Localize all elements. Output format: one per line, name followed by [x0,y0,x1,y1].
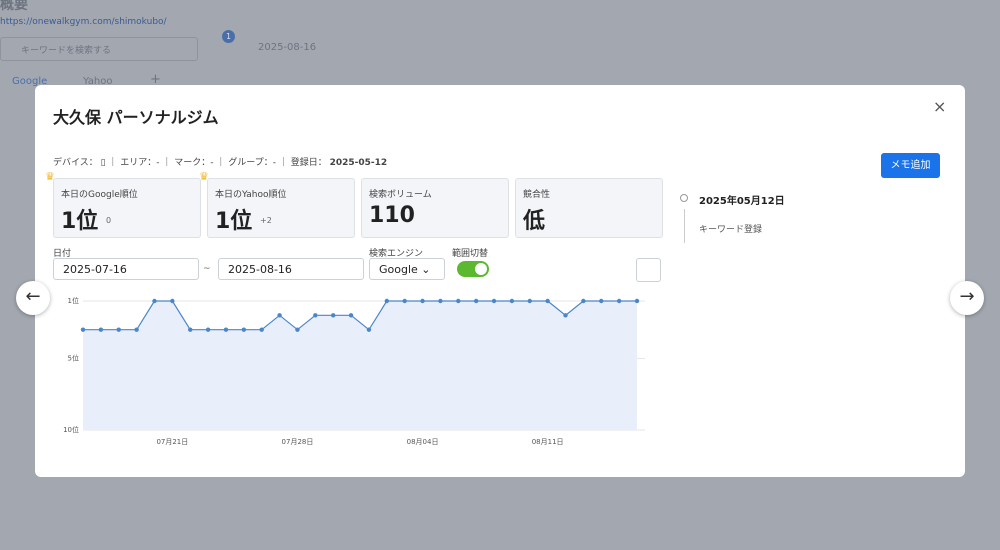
point [473,298,479,304]
point [509,298,515,304]
timeline-date: 2025年05月12日 [699,196,785,207]
point [545,298,550,304]
card-label: 本日のGoogle順位 [61,190,138,200]
point [223,327,229,332]
line [83,300,637,331]
card: 競合性低 [515,178,663,238]
bg-search: キーワードを検索する [0,37,198,61]
point [80,327,86,332]
card: 本日のGoogle順位 1位 0 [53,178,201,238]
range-toggle[interactable] [457,261,489,277]
card-change: 0 [106,216,112,225]
crown-icon: ♛ [45,170,55,183]
y-tick-label: 5位 [68,353,79,362]
crown-icon: ♛ [199,170,209,183]
timeline-dot [680,194,688,202]
card-value: 1位 [61,209,99,234]
date-separator: ~ [203,264,211,274]
date-value: 2025-07-16 [63,263,127,276]
point [205,327,211,332]
card: 検索ボリューム 110 [361,178,509,238]
point [170,298,175,304]
point [616,298,622,304]
card-change: +2 [260,216,272,225]
x-tick-label: 07月28日 [282,438,314,446]
point [456,298,461,304]
card-value: 1位 [215,209,253,234]
point [438,298,443,304]
filter-label: 日付 [53,249,72,259]
point [402,298,407,304]
date-value: 2025-08-16 [228,263,292,276]
info-date: 2025-05-12 [329,158,388,168]
point [634,298,640,304]
point [330,313,336,318]
point [348,313,354,318]
point [295,327,300,332]
memo-button[interactable]: メモ追加 [881,153,940,178]
point [563,313,568,318]
point [313,313,318,318]
info-group: グループ：- [228,158,276,168]
bg-title: 概要 [0,0,28,13]
point [116,327,121,332]
point [188,327,193,332]
area [83,301,637,430]
modal: 大久保 パーソナルジム × デバイス： ▯ ｜ エリア：- ｜ マーク：- ｜ … [35,85,965,477]
filter-label: 検索エンジン [369,249,424,259]
toggle-knob [475,263,487,275]
next-button[interactable]: → [950,281,984,315]
bg-tab: Google [12,76,48,87]
date-input[interactable]: 2025-07-16 [53,258,199,280]
panel-button[interactable] [636,258,661,282]
point [134,327,139,332]
info-mark: マーク：- [174,158,214,168]
point [384,298,390,304]
point [241,327,247,332]
timeline-line [684,209,685,243]
point [366,327,372,332]
point [527,298,532,304]
point [98,327,104,332]
bg-filter-badge: 1 [222,30,235,43]
filter-label: 範囲切替 [452,249,489,259]
modal-title: 大久保 パーソナルジム [53,108,219,127]
info-area: エリア：- [120,158,160,168]
point [491,298,497,304]
date-input[interactable]: 2025-08-16 [218,258,364,280]
card-label: 検索ボリューム [369,190,432,200]
prev-button[interactable]: ← [16,281,50,315]
point [420,298,425,304]
engine-value: Google [379,263,418,276]
point [599,298,604,304]
info-device: デバイス： [53,158,98,168]
bg-tab: Yahoo [83,76,113,87]
x-tick-label: 07月21日 [156,438,188,446]
engine-select[interactable]: Google ⌄ [369,258,445,280]
bg-search-placeholder: キーワードを検索する [21,46,112,56]
point [277,313,282,318]
point [152,298,157,304]
card-value: 低 [523,209,546,234]
bg-url: https://onewalkgym.com/shimokubo/ [0,17,167,27]
card: 本日のYahoo順位 1位 +2 [207,178,355,238]
y-tick-label: 10位 [63,425,79,434]
point [581,298,586,304]
point [259,327,264,332]
timeline-event: キーワード登録 [699,225,763,235]
info-row: デバイス： ▯ ｜ エリア：- ｜ マーク：- ｜ グループ：- ｜ 登録日： … [53,158,388,168]
bg-tab: + [150,72,161,87]
bg-date: 2025-08-16 [258,42,317,53]
close-button[interactable]: × [933,97,947,116]
x-tick-label: 08月04日 [407,438,439,446]
info-registered: 登録日： [290,158,327,168]
y-tick-label: 1位 [68,296,79,305]
x-tick-label: 08月11日 [532,438,564,446]
card-label: 競合性 [523,190,551,200]
card-value: 110 [369,203,415,228]
card-label: 本日のYahoo順位 [215,190,287,200]
rank-chart: 1位 5位 10位 07月21日 07月28日 08月04日 08月11日 [63,296,645,446]
